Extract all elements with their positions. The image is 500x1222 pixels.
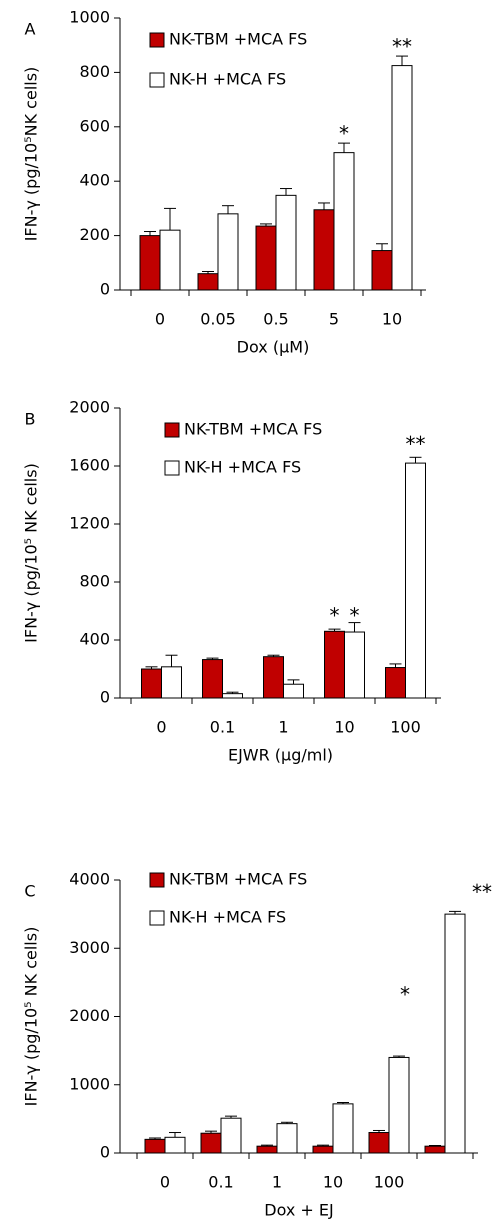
legend-label: NK-H +MCA FS [169, 908, 286, 927]
bar [202, 659, 223, 699]
x-tick-label: 1 [278, 718, 288, 737]
legend-label: NK-H +MCA FS [184, 458, 301, 477]
y-tick-label: 400 [79, 171, 110, 190]
bar [197, 273, 219, 291]
legend-label: NK-TBM +MCA FS [169, 870, 307, 889]
panel-label: C [24, 882, 35, 901]
bar [217, 213, 239, 291]
bar [324, 630, 345, 699]
bar [424, 1145, 446, 1154]
legend-swatch [164, 460, 180, 476]
bar [405, 462, 426, 699]
bar [283, 683, 304, 699]
y-tick-label: 800 [79, 572, 110, 591]
y-tick-label: 0 [100, 1143, 110, 1162]
y-tick-label: 2000 [69, 1006, 110, 1025]
x-tick-label: 0.1 [210, 718, 235, 737]
y-tick-label: 800 [79, 62, 110, 81]
panel-label: B [25, 410, 36, 429]
bar [385, 667, 406, 699]
bar [222, 693, 243, 699]
bar [368, 1132, 390, 1154]
legend-swatch [149, 872, 165, 888]
y-tick-label: 200 [79, 225, 110, 244]
bar [220, 1117, 242, 1154]
y-tick-label: 600 [79, 116, 110, 135]
annotation: ** [472, 880, 492, 904]
y-tick-label: 1000 [69, 1074, 110, 1093]
legend-label: NK-TBM +MCA FS [169, 30, 307, 49]
x-axis-label: Dox + EJ [264, 1201, 334, 1220]
panel-label: A [25, 20, 36, 39]
annotation: ** [406, 432, 426, 456]
bar [391, 65, 413, 291]
bar [344, 631, 365, 699]
x-tick-label: 0 [155, 310, 165, 329]
y-axis-label: IFN-γ (pg/10⁵ NK cells) [22, 463, 41, 643]
legend-label: NK-H +MCA FS [169, 70, 286, 89]
annotation: * [330, 603, 340, 627]
bar [276, 1123, 298, 1154]
y-tick-label: 0 [100, 688, 110, 707]
x-tick-label: 100 [374, 1173, 405, 1192]
bar [444, 913, 466, 1154]
x-tick-label: 0 [160, 1173, 170, 1192]
x-tick-label: 10 [334, 718, 354, 737]
legend-swatch [149, 72, 165, 88]
annotation: * [339, 121, 349, 145]
bar [255, 225, 277, 291]
annotation: * [350, 603, 360, 627]
annotation: ** [392, 34, 412, 58]
bar [275, 194, 297, 291]
x-tick-label: 0.5 [263, 310, 288, 329]
y-tick-label: 0 [100, 280, 110, 299]
legend-swatch [149, 910, 165, 926]
x-tick-label: 1 [272, 1173, 282, 1192]
bar [332, 1103, 354, 1154]
y-tick-label: 2000 [69, 398, 110, 417]
bar [313, 209, 335, 291]
legend-label: NK-TBM +MCA FS [184, 420, 322, 439]
bar [200, 1132, 222, 1154]
x-axis-label: Dox (µM) [237, 338, 310, 357]
x-axis-label: EJWR (µg/ml) [228, 746, 333, 765]
y-axis-label: IFN-γ (pg/10⁵NK cells) [22, 67, 41, 242]
y-tick-label: 1600 [69, 456, 110, 475]
bar [388, 1056, 410, 1154]
y-tick-label: 1200 [69, 514, 110, 533]
bar [141, 668, 162, 699]
y-tick-label: 1000 [69, 8, 110, 27]
x-tick-label: 0.1 [208, 1173, 233, 1192]
annotation: * [400, 983, 410, 1007]
y-axis-label: IFN-γ (pg/10⁵ NK cells) [22, 927, 41, 1107]
x-tick-label: 0.05 [200, 310, 236, 329]
bar [333, 152, 355, 291]
legend-swatch [164, 422, 180, 438]
x-tick-label: 100 [390, 718, 421, 737]
bar [159, 229, 181, 291]
x-tick-label: 10 [382, 310, 402, 329]
bar [312, 1145, 334, 1154]
bar [263, 656, 284, 699]
y-tick-label: 3000 [69, 938, 110, 957]
bar [161, 666, 182, 699]
bar [164, 1136, 186, 1154]
y-tick-label: 400 [79, 630, 110, 649]
x-tick-label: 0 [156, 718, 166, 737]
x-tick-label: 5 [329, 310, 339, 329]
bar [256, 1145, 278, 1154]
bar [144, 1138, 166, 1154]
legend-swatch [149, 32, 165, 48]
y-tick-label: 4000 [69, 870, 110, 889]
bar [371, 250, 393, 291]
bar [139, 235, 161, 291]
x-tick-label: 10 [323, 1173, 343, 1192]
